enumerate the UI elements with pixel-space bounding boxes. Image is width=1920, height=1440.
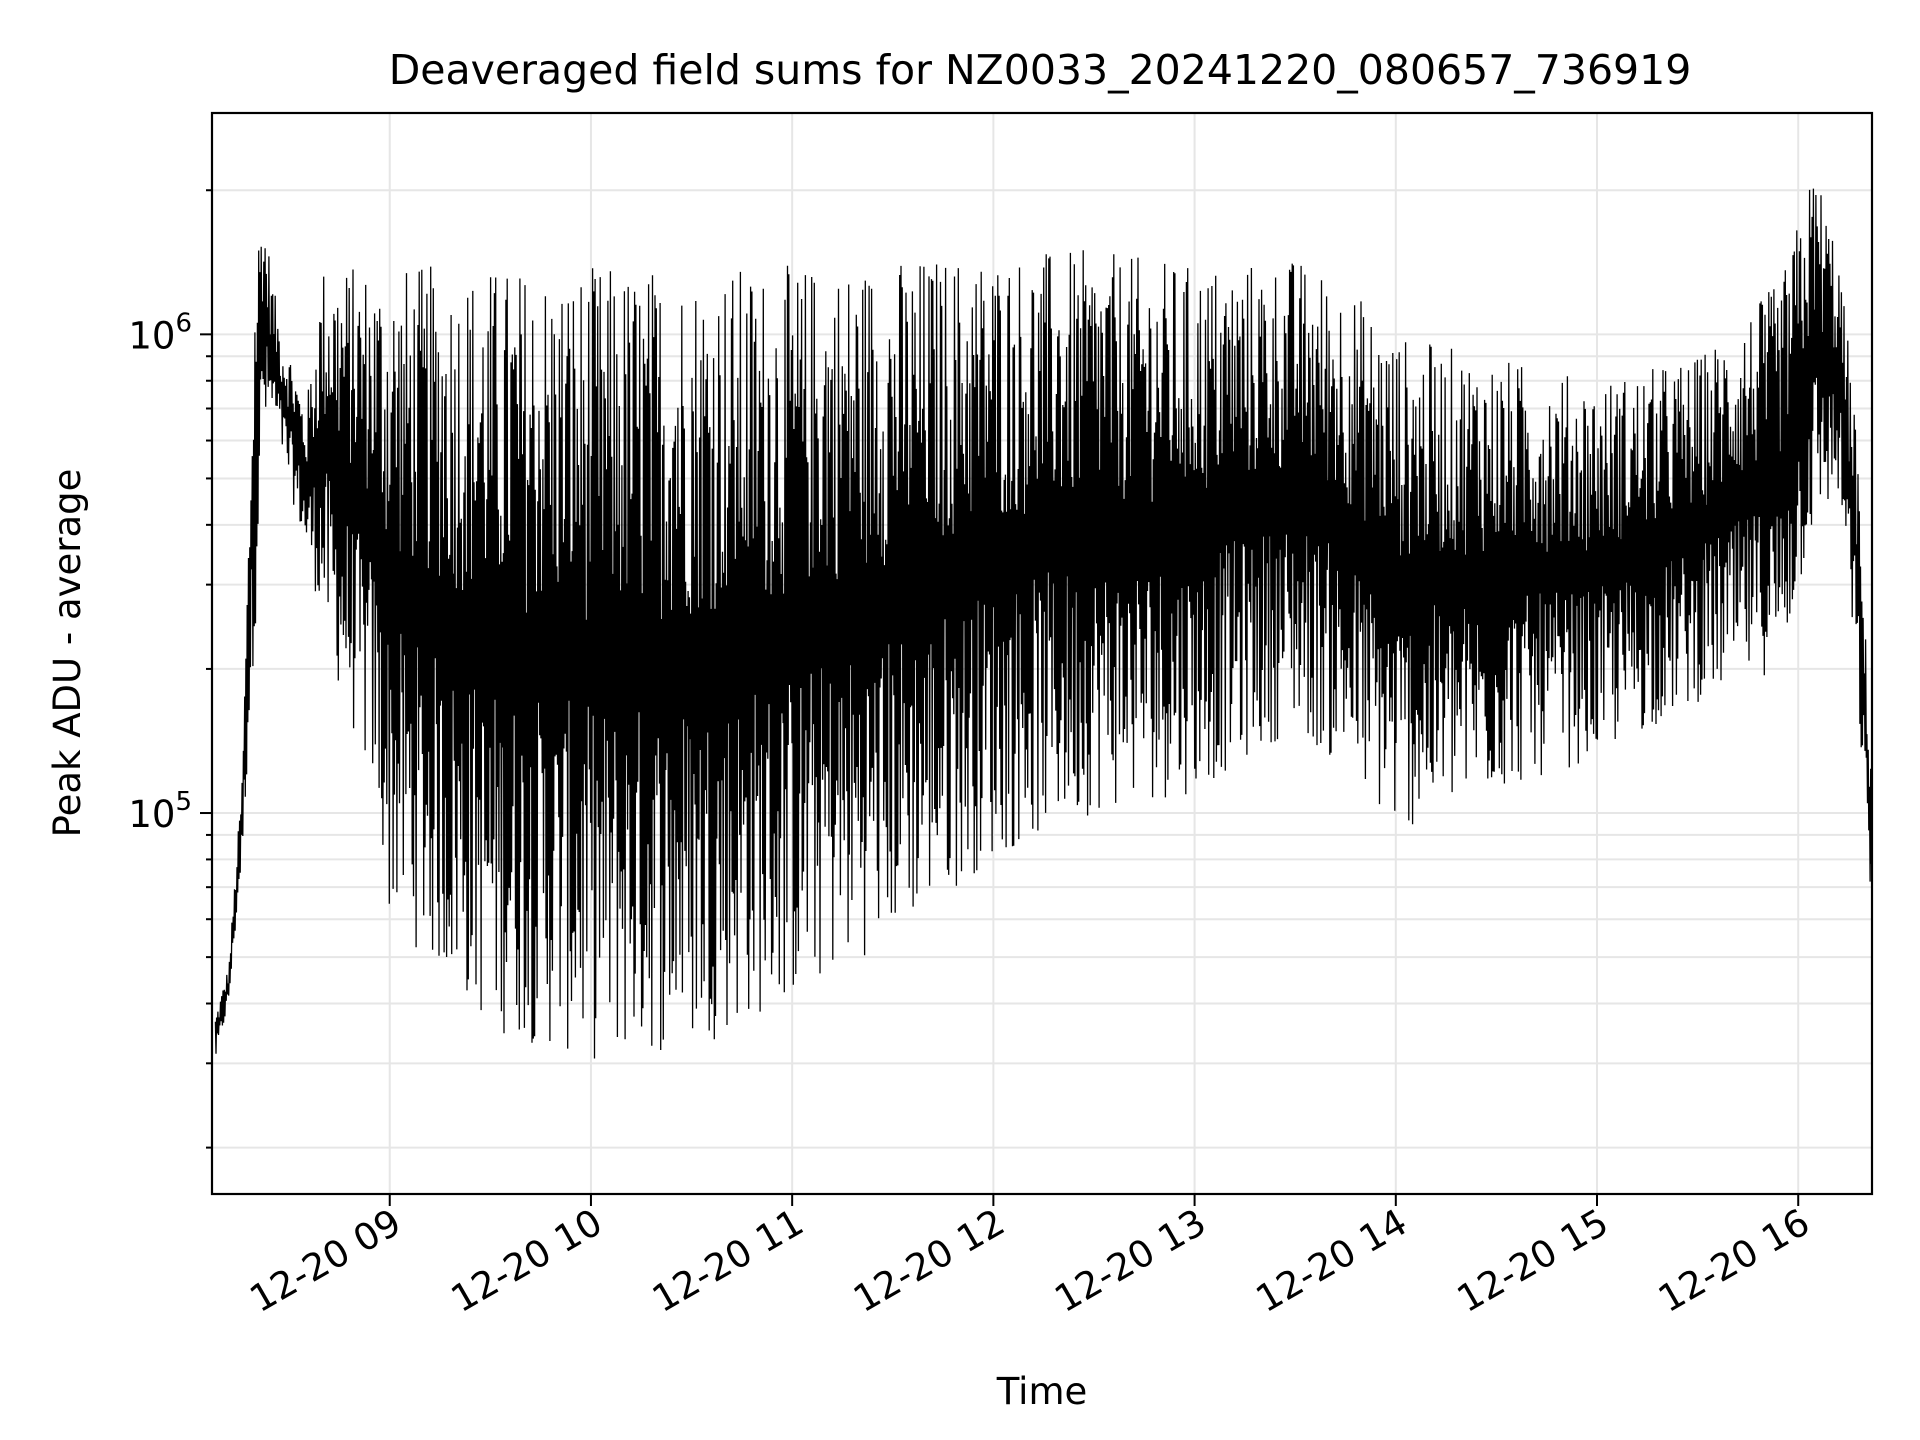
plot-frame [210, 111, 1874, 1196]
y-tick-label: 105 [128, 787, 192, 836]
y-axis-label: Peak ADU - average [46, 469, 89, 838]
series-line [214, 188, 1873, 1059]
chart-title: Deaveraged field sums for NZ0033_2024122… [389, 46, 1692, 94]
y-tick-label: 106 [128, 308, 192, 357]
x-axis-label: Time [996, 1370, 1088, 1413]
data-series [214, 188, 1873, 1059]
